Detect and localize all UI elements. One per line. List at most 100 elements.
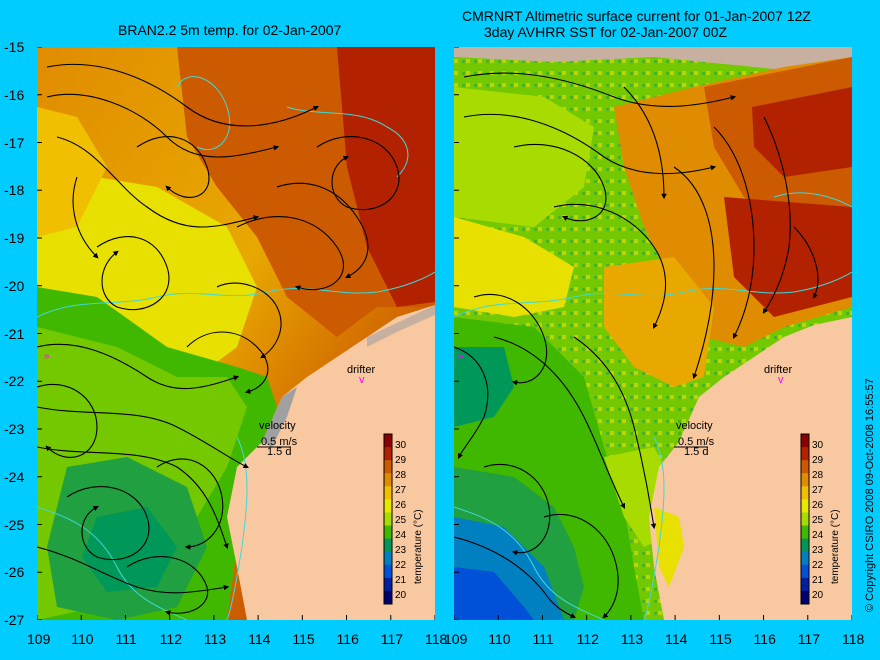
colorbar-tick-label: 29 [812,455,824,466]
colorbar-swatch [801,564,809,579]
colorbar-tick-label: 21 [812,575,824,586]
lat-tick-label: -27 [4,612,25,628]
lon-tick-label: 109 [27,631,51,647]
colorbar-tick-label: 20 [812,590,824,601]
colorbar-swatch [384,577,392,592]
drifter-track: » [458,351,464,362]
lon-tick-label: 111 [532,631,554,647]
drifter-label: drifter [764,364,792,376]
lon-tick-label: 115 [709,631,732,647]
colorbar-tick-label: 26 [812,500,824,511]
lon-tick-label: 112 [159,631,182,647]
lat-tick-label: -26 [4,564,25,581]
drifter-track: » [44,351,50,362]
colorbar-tick-label: 30 [812,440,824,451]
current-streamlines [454,72,819,619]
velocity-time: 1.5 d [684,446,708,458]
copyright-text: © Copyright CSIRO 2008 09-Oct-2008 16:55… [864,378,876,612]
lon-tick-label: 118 [425,631,448,647]
right-panel-title-line1: CMRNRT Altimetric surface current for 01… [462,8,811,24]
colorbar-tick-label: 25 [395,515,407,526]
lon-tick-label: 115 [292,631,315,647]
lon-tick-label: 114 [248,631,271,647]
right-panel-title-line2: 3day AVHRR SST for 02-Jan-2007 00Z [484,24,728,40]
colorbar-tick-label: 24 [812,530,824,541]
lon-tick-label: 111 [115,631,137,647]
colorbar-tick-label: 23 [812,545,824,556]
colorbar-tick-label: 23 [395,545,407,556]
drifter-marker: v [778,374,784,386]
colorbar-swatch [384,525,392,540]
colorbar-tick-label: 22 [395,560,407,571]
lon-tick-label: 117 [380,631,404,647]
colorbar-swatch [801,434,809,448]
lat-tick-label: -23 [4,421,25,437]
lon-tick-label: 117 [797,631,821,647]
lat-tick-label: -18 [4,182,25,199]
colorbar-swatch [801,525,809,540]
lon-tick-label: 110 [71,631,94,647]
colorbar-swatch [801,577,809,592]
lon-tick-label: 118 [842,631,865,647]
sst-hot-region [724,197,852,317]
colorbar-swatch [384,538,392,553]
colorbar-title: temperature (°C) [830,509,841,584]
left-panel-title: BRAN2.2 5m temp. for 02-Jan-2007 [118,22,342,38]
current-streamlines [37,63,400,616]
lon-tick-label: 109 [444,631,468,647]
colorbar-swatch [801,538,809,553]
lon-tick-label: 113 [203,631,227,647]
colorbar-tick-label: 21 [395,575,407,586]
colorbar-tick-label: 27 [812,485,824,496]
drifter-label: drifter [347,364,375,376]
lat-tick-label: -21 [4,325,25,342]
colorbar-swatch [801,460,809,474]
right-map-panel: » drifter v velocity 0.5 m/s 1.5 d 30 29 2… [454,47,852,620]
lat-tick-label: -24 [4,468,25,485]
colorbar-tick-label: 26 [395,500,407,511]
velocity-time: 1.5 d [267,446,291,458]
colorbar-swatch [801,499,809,513]
axis-tick-marks [454,47,852,620]
axis-tick-marks [37,47,435,620]
lon-tick-label: 110 [488,631,511,647]
colorbar-tick-label: 22 [812,560,824,571]
colorbar-swatch [384,434,392,448]
lat-tick-label: -25 [4,516,25,533]
colorbar-tick-label: 28 [812,470,824,481]
colorbar-tick-label: 29 [395,455,407,466]
colorbar-swatch [801,473,809,487]
velocity-scale: 0.5 m/s [678,436,715,448]
velocity-label: velocity [259,420,296,432]
colorbar-tick-label: 24 [395,530,407,541]
lat-tick-label: -15 [4,39,25,55]
lon-tick-label: 116 [336,631,359,647]
velocity-scale: 0.5 m/s [261,436,298,448]
lat-tick-label: -20 [4,277,25,294]
lon-tick-label: 112 [576,631,599,647]
lat-tick-label: -17 [4,134,25,151]
colorbar-swatch [801,447,809,461]
velocity-label: velocity [676,420,713,432]
colorbar-tick-label: 30 [395,440,407,451]
lon-tick-label: 116 [753,631,776,647]
land-mass [227,305,435,620]
colorbar-title: temperature (°C) [413,509,424,584]
colorbar-swatch [384,473,392,487]
colorbar-swatch [801,551,809,566]
colorbar-swatch [384,512,392,527]
colorbar-tick-label: 27 [395,485,407,496]
colorbar-swatch [384,447,392,461]
drifter-marker: v [359,374,365,386]
colorbar-swatch [384,564,392,579]
lat-tick-label: -19 [4,230,25,246]
lat-tick-label: -22 [4,373,25,390]
colorbar-swatch [801,512,809,527]
colorbar-swatch [384,460,392,474]
colorbar-tick-label: 25 [812,515,824,526]
colorbar-swatch [384,551,392,566]
left-map: » drifter v velocity 0.5 m/s 1.5 d 30 29 2… [37,47,435,620]
colorbar-tick-label: 28 [395,470,407,481]
colorbar-tick-label: 20 [395,590,407,601]
right-map: » drifter v velocity 0.5 m/s 1.5 d 30 29 2… [454,47,852,620]
